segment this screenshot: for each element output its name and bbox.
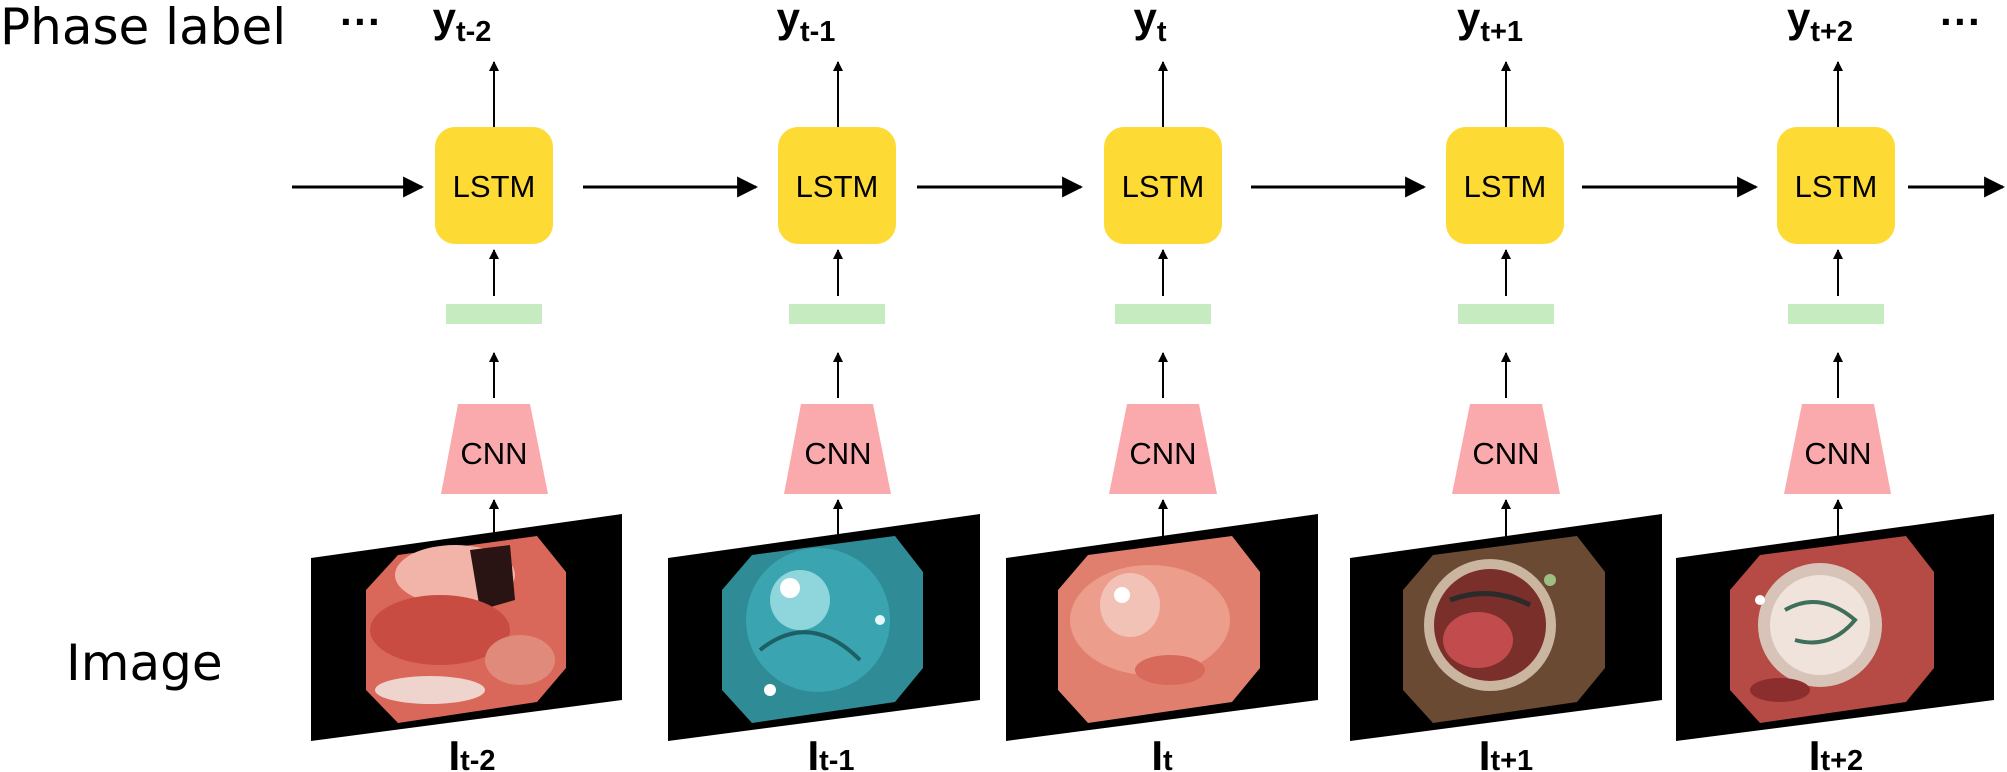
- endoscopic-image: [1403, 536, 1605, 723]
- feature-vector: [446, 304, 542, 324]
- output-label: yt-2: [433, 0, 492, 48]
- endoscopic-image: [1730, 536, 1934, 723]
- cnn-encoder-label: CNN: [460, 436, 527, 471]
- cnn-encoder: [1452, 404, 1560, 494]
- cnn-encoder-label: CNN: [1129, 436, 1196, 471]
- input-label: It: [1151, 732, 1173, 772]
- endoscopic-image: [366, 536, 566, 723]
- cnn-encoder-label: CNN: [804, 436, 871, 471]
- output-label: yt: [1133, 0, 1166, 48]
- cnn-encoder: [441, 404, 548, 494]
- lstm-cell-label: LSTM: [1464, 169, 1547, 204]
- feature-vector: [789, 304, 885, 324]
- timestep-column: yt+1 LSTM CNN It+1: [1350, 0, 1662, 772]
- output-label: yt+2: [1787, 0, 1853, 48]
- cnn-encoder: [1784, 404, 1891, 494]
- lstm-cell-label: LSTM: [1795, 169, 1878, 204]
- timestep-column: yt+2 LSTM CNN It+2: [1676, 0, 1994, 772]
- lstm-cell-label: LSTM: [1122, 169, 1205, 204]
- input-label: It+2: [1809, 732, 1863, 772]
- lstm-cell: [1446, 127, 1564, 244]
- output-label: yt+1: [1457, 0, 1523, 48]
- input-label: It+1: [1479, 732, 1533, 772]
- endoscopic-image: [722, 536, 923, 723]
- lstm-cell: [1104, 127, 1222, 244]
- lstm-cell: [778, 127, 896, 244]
- cnn-encoder-label: CNN: [1472, 436, 1539, 471]
- timestep-column: yt LSTM CNN It: [1006, 0, 1318, 772]
- ellipsis-right: ···: [1940, 0, 1982, 45]
- input-label: It-1: [807, 732, 854, 772]
- lstm-cell-label: LSTM: [796, 169, 879, 204]
- timestep-column: yt-1 LSTM CNN It-1: [668, 0, 980, 772]
- lstm-cell: [1777, 127, 1895, 244]
- feature-vector: [1458, 304, 1554, 324]
- output-label: yt-1: [777, 0, 836, 48]
- lstm-cell: [435, 127, 553, 244]
- endoscopic-image: [1058, 536, 1260, 723]
- cnn-encoder-label: CNN: [1804, 436, 1871, 471]
- lstm-cell-label: LSTM: [453, 169, 536, 204]
- timestep-column: yt-2 LSTM CNN It-2: [311, 0, 622, 772]
- ellipsis-left: ···: [340, 0, 382, 45]
- cnn-encoder: [784, 404, 891, 494]
- feature-vector: [1788, 304, 1884, 324]
- image-row-heading: Image: [66, 634, 223, 692]
- phase-label-heading: Phase label: [0, 0, 286, 56]
- feature-vector: [1115, 304, 1211, 324]
- cnn-encoder: [1109, 404, 1217, 494]
- input-label: It-2: [448, 732, 495, 772]
